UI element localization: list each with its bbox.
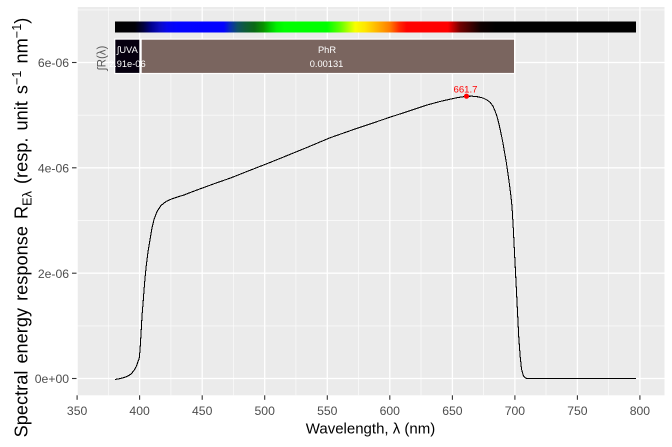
svg-text:650: 650	[442, 404, 463, 418]
svg-text:Wavelength, λ (nm): Wavelength, λ (nm)	[306, 420, 436, 437]
svg-text:0e+00: 0e+00	[35, 372, 69, 386]
svg-text:2e-06: 2e-06	[38, 267, 69, 281]
svg-text:450: 450	[192, 404, 213, 418]
svg-text:700: 700	[505, 404, 526, 418]
svg-text:750: 750	[567, 404, 588, 418]
svg-text:2.91e-06: 2.91e-06	[109, 59, 146, 69]
svg-text:600: 600	[380, 404, 401, 418]
svg-text:PhR: PhR	[318, 45, 336, 55]
svg-text:350: 350	[67, 404, 88, 418]
svg-text:800: 800	[630, 404, 651, 418]
svg-text:400: 400	[129, 404, 150, 418]
svg-text:550: 550	[317, 404, 338, 418]
svg-text:500: 500	[255, 404, 276, 418]
svg-text:Spectral energy response REλ (: Spectral energy response REλ (resp. unit…	[10, 18, 34, 438]
svg-text:∫R(λ): ∫R(λ)	[97, 45, 109, 71]
svg-text:661.7: 661.7	[453, 85, 477, 96]
svg-text:6e-06: 6e-06	[38, 56, 69, 70]
svg-text:0.00131: 0.00131	[310, 59, 344, 69]
svg-text:∫UVA: ∫UVA	[116, 45, 139, 55]
svg-text:4e-06: 4e-06	[38, 161, 69, 175]
